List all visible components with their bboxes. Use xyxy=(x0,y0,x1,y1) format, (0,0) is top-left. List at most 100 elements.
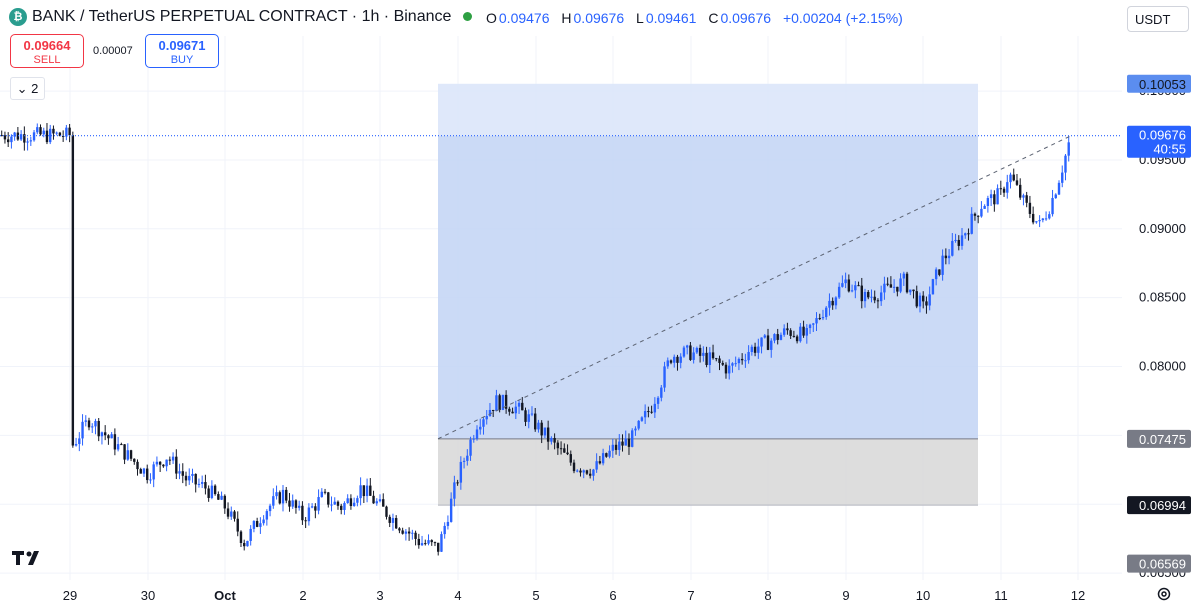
candle-body xyxy=(812,323,815,325)
candle-body xyxy=(763,335,766,338)
time-tick-label: 30 xyxy=(141,588,155,603)
candle-body xyxy=(692,352,695,360)
candle-body xyxy=(294,500,298,508)
candle-body xyxy=(705,352,708,366)
open-label: O xyxy=(486,10,497,26)
candle-body xyxy=(1044,218,1048,220)
candle-body xyxy=(579,470,582,473)
candle-body xyxy=(100,432,104,437)
indicators-toggle-button[interactable]: ⌄ 2 xyxy=(10,77,45,100)
close-label: C xyxy=(708,10,719,26)
entry-price-tag-bg xyxy=(1127,429,1191,448)
candle-body xyxy=(146,468,149,481)
time-tick-label: 8 xyxy=(764,588,771,603)
candle-body xyxy=(398,528,401,531)
market-open-icon xyxy=(463,12,472,21)
candle-body xyxy=(333,501,336,505)
candle-body xyxy=(501,394,505,410)
current-price-tag: 0.09676 xyxy=(1139,128,1186,143)
candle-body xyxy=(6,139,10,143)
candle-body xyxy=(32,132,36,141)
candle-body xyxy=(792,335,796,337)
candle-body xyxy=(1051,197,1054,215)
candle-body xyxy=(682,347,686,357)
candle-body xyxy=(776,334,779,340)
candle-body xyxy=(359,485,362,499)
candle-body xyxy=(983,205,986,209)
candle-body xyxy=(663,366,666,388)
candle-body xyxy=(960,235,964,246)
chevron-down-icon: ⌄ xyxy=(16,81,28,96)
time-tick-label: 10 xyxy=(916,588,930,603)
candle-body xyxy=(954,239,957,241)
candle-body xyxy=(369,485,372,496)
candle-body xyxy=(304,520,307,522)
candle-body xyxy=(728,365,731,374)
candle-body xyxy=(456,482,459,484)
candle-body xyxy=(905,273,909,293)
candle-body xyxy=(382,499,385,507)
candle-body xyxy=(1035,221,1038,223)
candle-body xyxy=(773,334,776,341)
candle-body xyxy=(49,128,52,143)
time-tick-label: 7 xyxy=(687,588,694,603)
candle-body xyxy=(931,279,935,295)
candle-body xyxy=(815,318,818,324)
buy-price: 0.09671 xyxy=(158,38,206,53)
candle-body xyxy=(3,135,7,140)
gear-icon[interactable] xyxy=(1156,586,1172,607)
candle-body xyxy=(485,416,488,420)
candle-body xyxy=(608,450,611,457)
candle-body xyxy=(230,511,233,517)
candle-body xyxy=(559,448,563,450)
candle-series xyxy=(0,122,1070,556)
candle-body xyxy=(1012,174,1015,181)
candle-body xyxy=(223,495,227,509)
candle-body xyxy=(1019,184,1022,198)
candle-body xyxy=(786,328,789,331)
candle-body xyxy=(417,538,421,546)
candle-body xyxy=(737,358,741,364)
candle-body xyxy=(1038,220,1041,222)
candle-body xyxy=(734,363,737,365)
candle-body xyxy=(708,352,712,366)
candle-body xyxy=(795,336,799,342)
currency-selector[interactable]: USDT xyxy=(1127,6,1189,32)
candle-body xyxy=(288,500,291,507)
candle-body xyxy=(718,358,721,363)
candle-body xyxy=(495,395,498,411)
candle-body xyxy=(834,297,838,306)
candle-body xyxy=(65,127,68,137)
symbol-title[interactable]: BANK / TetherUS PERPETUAL CONTRACT · 1h … xyxy=(32,8,452,25)
candle-body xyxy=(301,505,304,521)
tradingview-logo-icon[interactable] xyxy=(12,548,46,571)
candle-body xyxy=(136,461,139,470)
candle-body xyxy=(789,330,792,336)
candle-body xyxy=(239,531,243,543)
candle-body xyxy=(1054,194,1057,198)
sell-button[interactable]: 0.09664 SELL xyxy=(10,34,84,68)
candle-body xyxy=(336,501,340,506)
candle-body xyxy=(821,317,825,319)
candle-body xyxy=(973,213,977,216)
candle-body xyxy=(158,461,162,465)
candle-body xyxy=(437,542,440,552)
candle-body xyxy=(986,198,990,206)
candle-body xyxy=(1025,195,1028,203)
candle-body xyxy=(407,531,411,534)
candle-body xyxy=(621,441,624,446)
candle-body xyxy=(876,300,880,302)
candle-body xyxy=(1031,213,1035,223)
buy-button[interactable]: 0.09671 BUY xyxy=(145,34,219,68)
candle-body xyxy=(19,134,23,140)
candle-body xyxy=(941,255,944,275)
candle-body xyxy=(297,505,301,508)
candle-body xyxy=(925,301,928,306)
candle-body xyxy=(530,413,534,415)
buy-label: BUY xyxy=(170,54,194,66)
time-tick-label: 4 xyxy=(454,588,461,603)
candle-body xyxy=(980,208,983,217)
candle-body xyxy=(16,132,20,140)
candle-body xyxy=(802,326,805,336)
